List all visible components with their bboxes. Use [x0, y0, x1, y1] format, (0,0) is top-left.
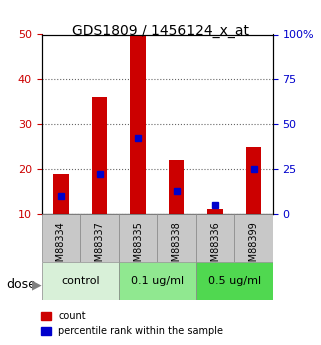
- FancyBboxPatch shape: [196, 262, 273, 300]
- Text: GSM88335: GSM88335: [133, 221, 143, 274]
- Bar: [169, 160, 184, 214]
- FancyBboxPatch shape: [119, 262, 196, 300]
- Bar: [53, 174, 69, 214]
- Text: GSM88337: GSM88337: [94, 221, 105, 274]
- FancyBboxPatch shape: [42, 262, 119, 300]
- Text: GSM88334: GSM88334: [56, 221, 66, 274]
- Text: 0.5 ug/ml: 0.5 ug/ml: [208, 276, 261, 286]
- Bar: [207, 209, 223, 214]
- FancyBboxPatch shape: [80, 214, 119, 262]
- Text: 0.1 ug/ml: 0.1 ug/ml: [131, 276, 184, 286]
- Text: GSM88336: GSM88336: [210, 221, 220, 274]
- Legend: count, percentile rank within the sample: count, percentile rank within the sample: [37, 307, 227, 340]
- Text: GSM88399: GSM88399: [248, 221, 259, 274]
- FancyBboxPatch shape: [42, 214, 80, 262]
- FancyBboxPatch shape: [234, 214, 273, 262]
- Bar: [246, 147, 261, 214]
- Text: GDS1809 / 1456124_x_at: GDS1809 / 1456124_x_at: [72, 24, 249, 38]
- Bar: [92, 97, 107, 214]
- FancyBboxPatch shape: [196, 214, 234, 262]
- Bar: [130, 34, 146, 214]
- Text: ▶: ▶: [32, 278, 42, 291]
- FancyBboxPatch shape: [157, 214, 196, 262]
- Text: GSM88338: GSM88338: [171, 221, 182, 274]
- Text: dose: dose: [6, 278, 36, 291]
- FancyBboxPatch shape: [119, 214, 157, 262]
- Text: control: control: [61, 276, 100, 286]
